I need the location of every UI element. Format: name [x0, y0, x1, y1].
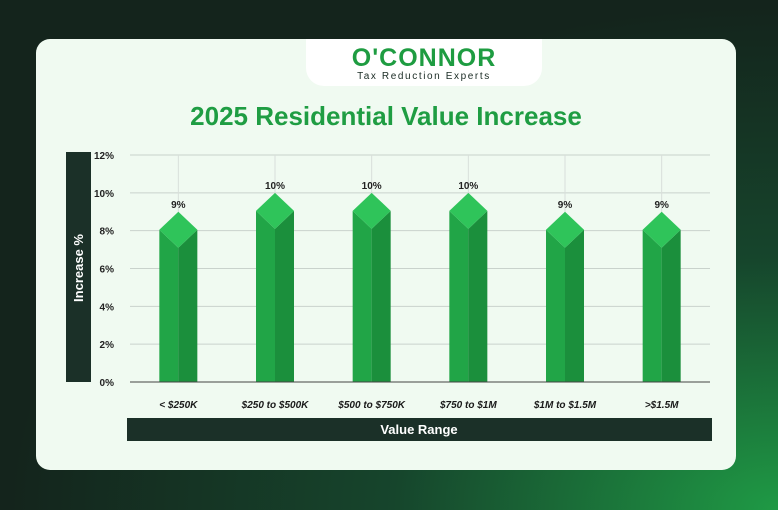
x-tick-label: < $250K: [159, 400, 198, 411]
data-label: 9%: [558, 200, 573, 211]
bar-left-face: [256, 210, 275, 382]
bar-top-face: [352, 192, 391, 229]
bar-top-face: [642, 211, 681, 248]
data-label: 10%: [362, 181, 382, 192]
y-tick-label: 10%: [94, 189, 114, 200]
data-label: 9%: [171, 200, 186, 211]
x-tick-label: >$1.5M: [645, 400, 679, 411]
y-tick-label: 0%: [100, 378, 115, 389]
bar-right-face: [178, 229, 198, 382]
data-label: 9%: [654, 200, 669, 211]
y-axis-band: [66, 152, 91, 382]
bar-top-face: [256, 192, 294, 229]
y-tick-label: 12%: [94, 151, 114, 162]
data-label: 10%: [265, 181, 285, 192]
y-tick-label: 4%: [100, 302, 115, 313]
y-tick-label: 2%: [100, 340, 115, 351]
bar-left-face: [449, 210, 469, 382]
bar-left-face: [159, 229, 179, 382]
x-axis-band: [127, 418, 712, 441]
bar-right-face: [468, 210, 488, 382]
chart-title: 2025 Residential Value Increase: [190, 101, 582, 131]
x-axis-title: Value Range: [380, 422, 457, 437]
logo-tagline: Tax Reduction Experts: [357, 71, 491, 82]
bar-right-face: [275, 210, 294, 382]
bar-top-face: [159, 211, 198, 248]
bar-right-face: [565, 229, 584, 382]
bar-right-face: [661, 229, 681, 382]
x-tick-label: $250 to $500K: [241, 400, 309, 411]
y-tick-label: 6%: [100, 265, 115, 276]
bar-top-face: [449, 192, 488, 229]
y-tick-label: 8%: [100, 227, 115, 238]
bar-top-face: [546, 211, 584, 248]
bar-right-face: [371, 210, 391, 382]
logo: O'CONNOR Tax Reduction Experts: [306, 39, 542, 86]
bar-left-face: [642, 229, 662, 382]
x-tick-label: $750 to $1M: [439, 400, 497, 411]
logo-wordmark: O'CONNOR: [351, 44, 497, 72]
bar-left-face: [546, 229, 565, 382]
y-axis-title: Increase %: [71, 234, 86, 302]
x-tick-label: $1M to $1.5M: [533, 400, 597, 411]
bar-left-face: [352, 210, 372, 382]
bar-chart: Increase % 0% 2% 4% 6% 8% 10% 12% 9% < $250K 10% $2…: [66, 151, 712, 441]
data-label: 10%: [458, 181, 478, 192]
x-tick-label: $500 to $750K: [337, 400, 405, 411]
chart-card: O'CONNOR Tax Reduction Experts 2025 Resi…: [36, 39, 736, 470]
